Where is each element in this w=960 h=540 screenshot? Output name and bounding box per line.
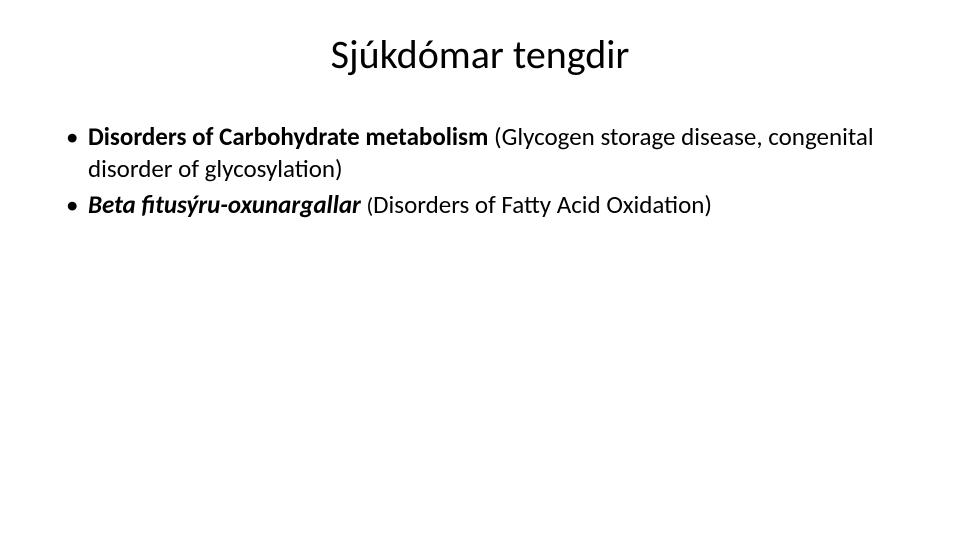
text-run: Disorders of Carbohydrate metabolism	[88, 121, 494, 152]
bullet-item: Beta fitusýru-oxunargallar (Disorders of…	[60, 189, 900, 221]
bullet-list: Disorders of Carbohydrate metabolism (Gl…	[60, 121, 900, 221]
text-run: Disorders of Fatty Acid Oxidation)	[373, 189, 712, 220]
bullet-item: Disorders of Carbohydrate metabolism (Gl…	[60, 121, 900, 185]
text-run: Beta fitusýru-oxunargallar	[88, 189, 367, 220]
slide: Sjúkdómar tengdir Disorders of Carbohydr…	[0, 0, 960, 540]
slide-title: Sjúkdómar tengdir	[60, 30, 900, 79]
